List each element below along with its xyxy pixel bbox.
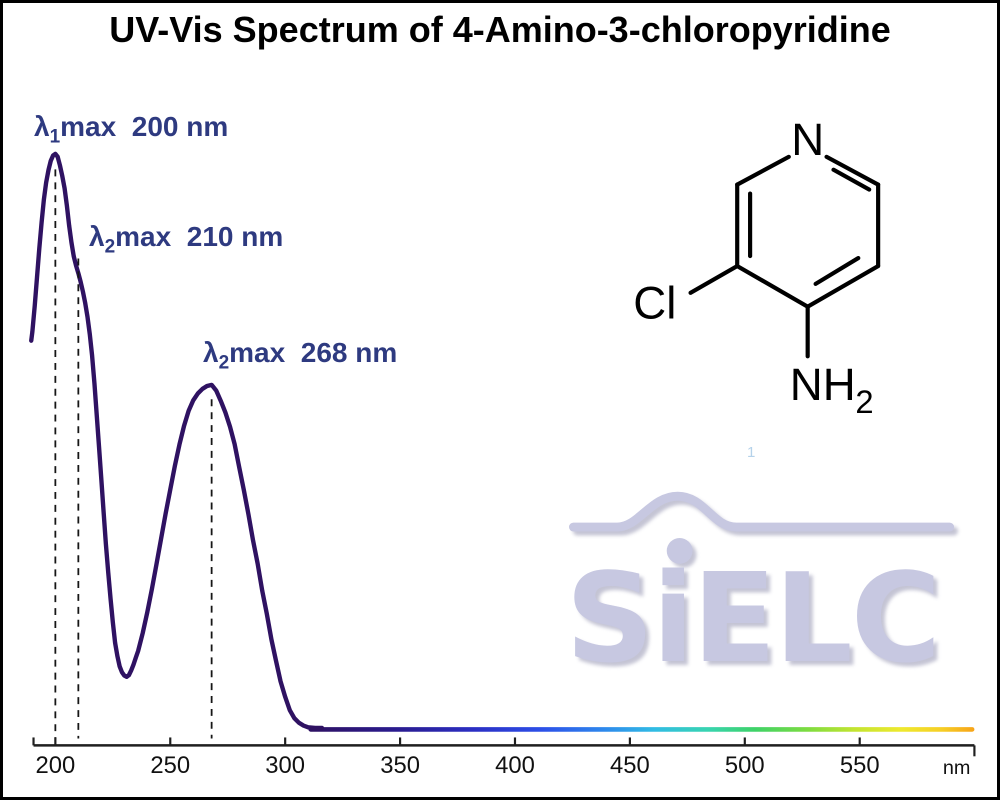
bond-bottom-ll (735, 263, 810, 309)
lambda-subscript: 2 (104, 236, 116, 258)
lambda-symbol: λ (203, 337, 219, 368)
annotation-text: max 210 nm (115, 221, 284, 252)
tick-label-300: 300 (265, 752, 305, 779)
visible-spectrum-baseline (308, 727, 975, 732)
x-axis: 200 250 300 350 400 450 500 550 nm (32, 737, 976, 779)
watermark-chromatogram-peak-icon (568, 491, 955, 532)
tick-label-250: 250 (150, 752, 190, 779)
tick-label-500: 500 (725, 752, 765, 779)
watermark-dot-icon (666, 537, 693, 564)
axis-unit-label: nm (943, 757, 971, 779)
lambda-subscript: 2 (218, 352, 230, 374)
absorbance-curve (29, 151, 325, 731)
bond-to-cl (688, 263, 740, 295)
peak-guide-lines (54, 169, 213, 739)
tick-label-450: 450 (610, 752, 650, 779)
ring-nitrogen-label: N (791, 114, 824, 165)
bond-ul-n (735, 154, 791, 187)
annotation-text: max 268 nm (229, 337, 398, 368)
molecule-structure: N Cl NH 2 (633, 114, 881, 420)
chloro-label: Cl (633, 278, 676, 329)
bond-n-ur-double (831, 167, 872, 192)
lambda-symbol: λ (89, 221, 105, 252)
annotation-lambda2-268nm: λ2max 268 nm (203, 337, 398, 373)
lambda-symbol: λ (34, 111, 50, 142)
watermark-logo: SiELC (566, 491, 955, 691)
faint-page-marker: 1 (747, 444, 756, 461)
annotation-lambda1-200nm: λ1max 200 nm (34, 111, 229, 147)
axis-tick-marks (54, 737, 861, 746)
tick-label-400: 400 (495, 752, 535, 779)
tick-label-550: 550 (840, 752, 880, 779)
annotation-text: max 200 nm (60, 111, 229, 142)
page-title: UV-Vis Spectrum of 4-Amino-3-chloropyrid… (109, 9, 891, 50)
tick-label-200: 200 (35, 752, 75, 779)
spectrum-chart: 200 250 300 350 400 450 500 550 nm SiELC (29, 114, 976, 779)
lambda-subscript: 1 (49, 126, 61, 148)
bond-lr-bottom-double (813, 255, 861, 286)
tick-label-350: 350 (380, 752, 420, 779)
amine-subscript: 2 (855, 383, 873, 420)
watermark-text: SiELC (566, 548, 940, 691)
bond-n-ur (824, 154, 881, 187)
annotation-lambda2-210nm: λ2max 210 nm (89, 221, 284, 257)
amine-label: NH (790, 359, 856, 410)
bond-lr-bottom (805, 263, 881, 309)
